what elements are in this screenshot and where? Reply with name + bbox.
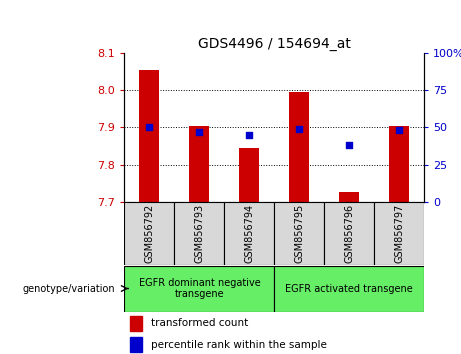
Bar [130, 337, 142, 352]
Point [396, 127, 403, 133]
Point [146, 125, 153, 130]
Bar [130, 316, 142, 331]
Text: percentile rank within the sample: percentile rank within the sample [151, 339, 327, 350]
Bar [389, 126, 409, 202]
Bar [174, 202, 225, 266]
Text: GSM856794: GSM856794 [244, 204, 254, 263]
Text: EGFR activated transgene: EGFR activated transgene [285, 284, 413, 293]
Point [246, 132, 253, 138]
Bar [324, 202, 374, 266]
Bar [374, 202, 424, 266]
Bar [274, 266, 424, 312]
Bar [124, 266, 274, 312]
Text: EGFR dominant negative
transgene: EGFR dominant negative transgene [138, 278, 260, 299]
Bar [225, 202, 274, 266]
Text: GSM856795: GSM856795 [294, 204, 304, 263]
Bar [274, 202, 324, 266]
Point [296, 126, 303, 132]
Text: genotype/variation: genotype/variation [23, 284, 115, 293]
Text: GSM856792: GSM856792 [144, 204, 154, 263]
Text: transformed count: transformed count [151, 318, 248, 329]
Bar [189, 126, 209, 202]
Text: GSM856797: GSM856797 [394, 204, 404, 263]
Point [345, 142, 353, 148]
Text: GSM856793: GSM856793 [195, 204, 204, 263]
Bar [339, 193, 359, 202]
Text: GSM856796: GSM856796 [344, 204, 354, 263]
Point [195, 129, 203, 135]
Bar [290, 92, 309, 202]
Title: GDS4496 / 154694_at: GDS4496 / 154694_at [198, 37, 351, 51]
Bar [239, 148, 259, 202]
Bar [139, 70, 160, 202]
Bar [124, 202, 174, 266]
